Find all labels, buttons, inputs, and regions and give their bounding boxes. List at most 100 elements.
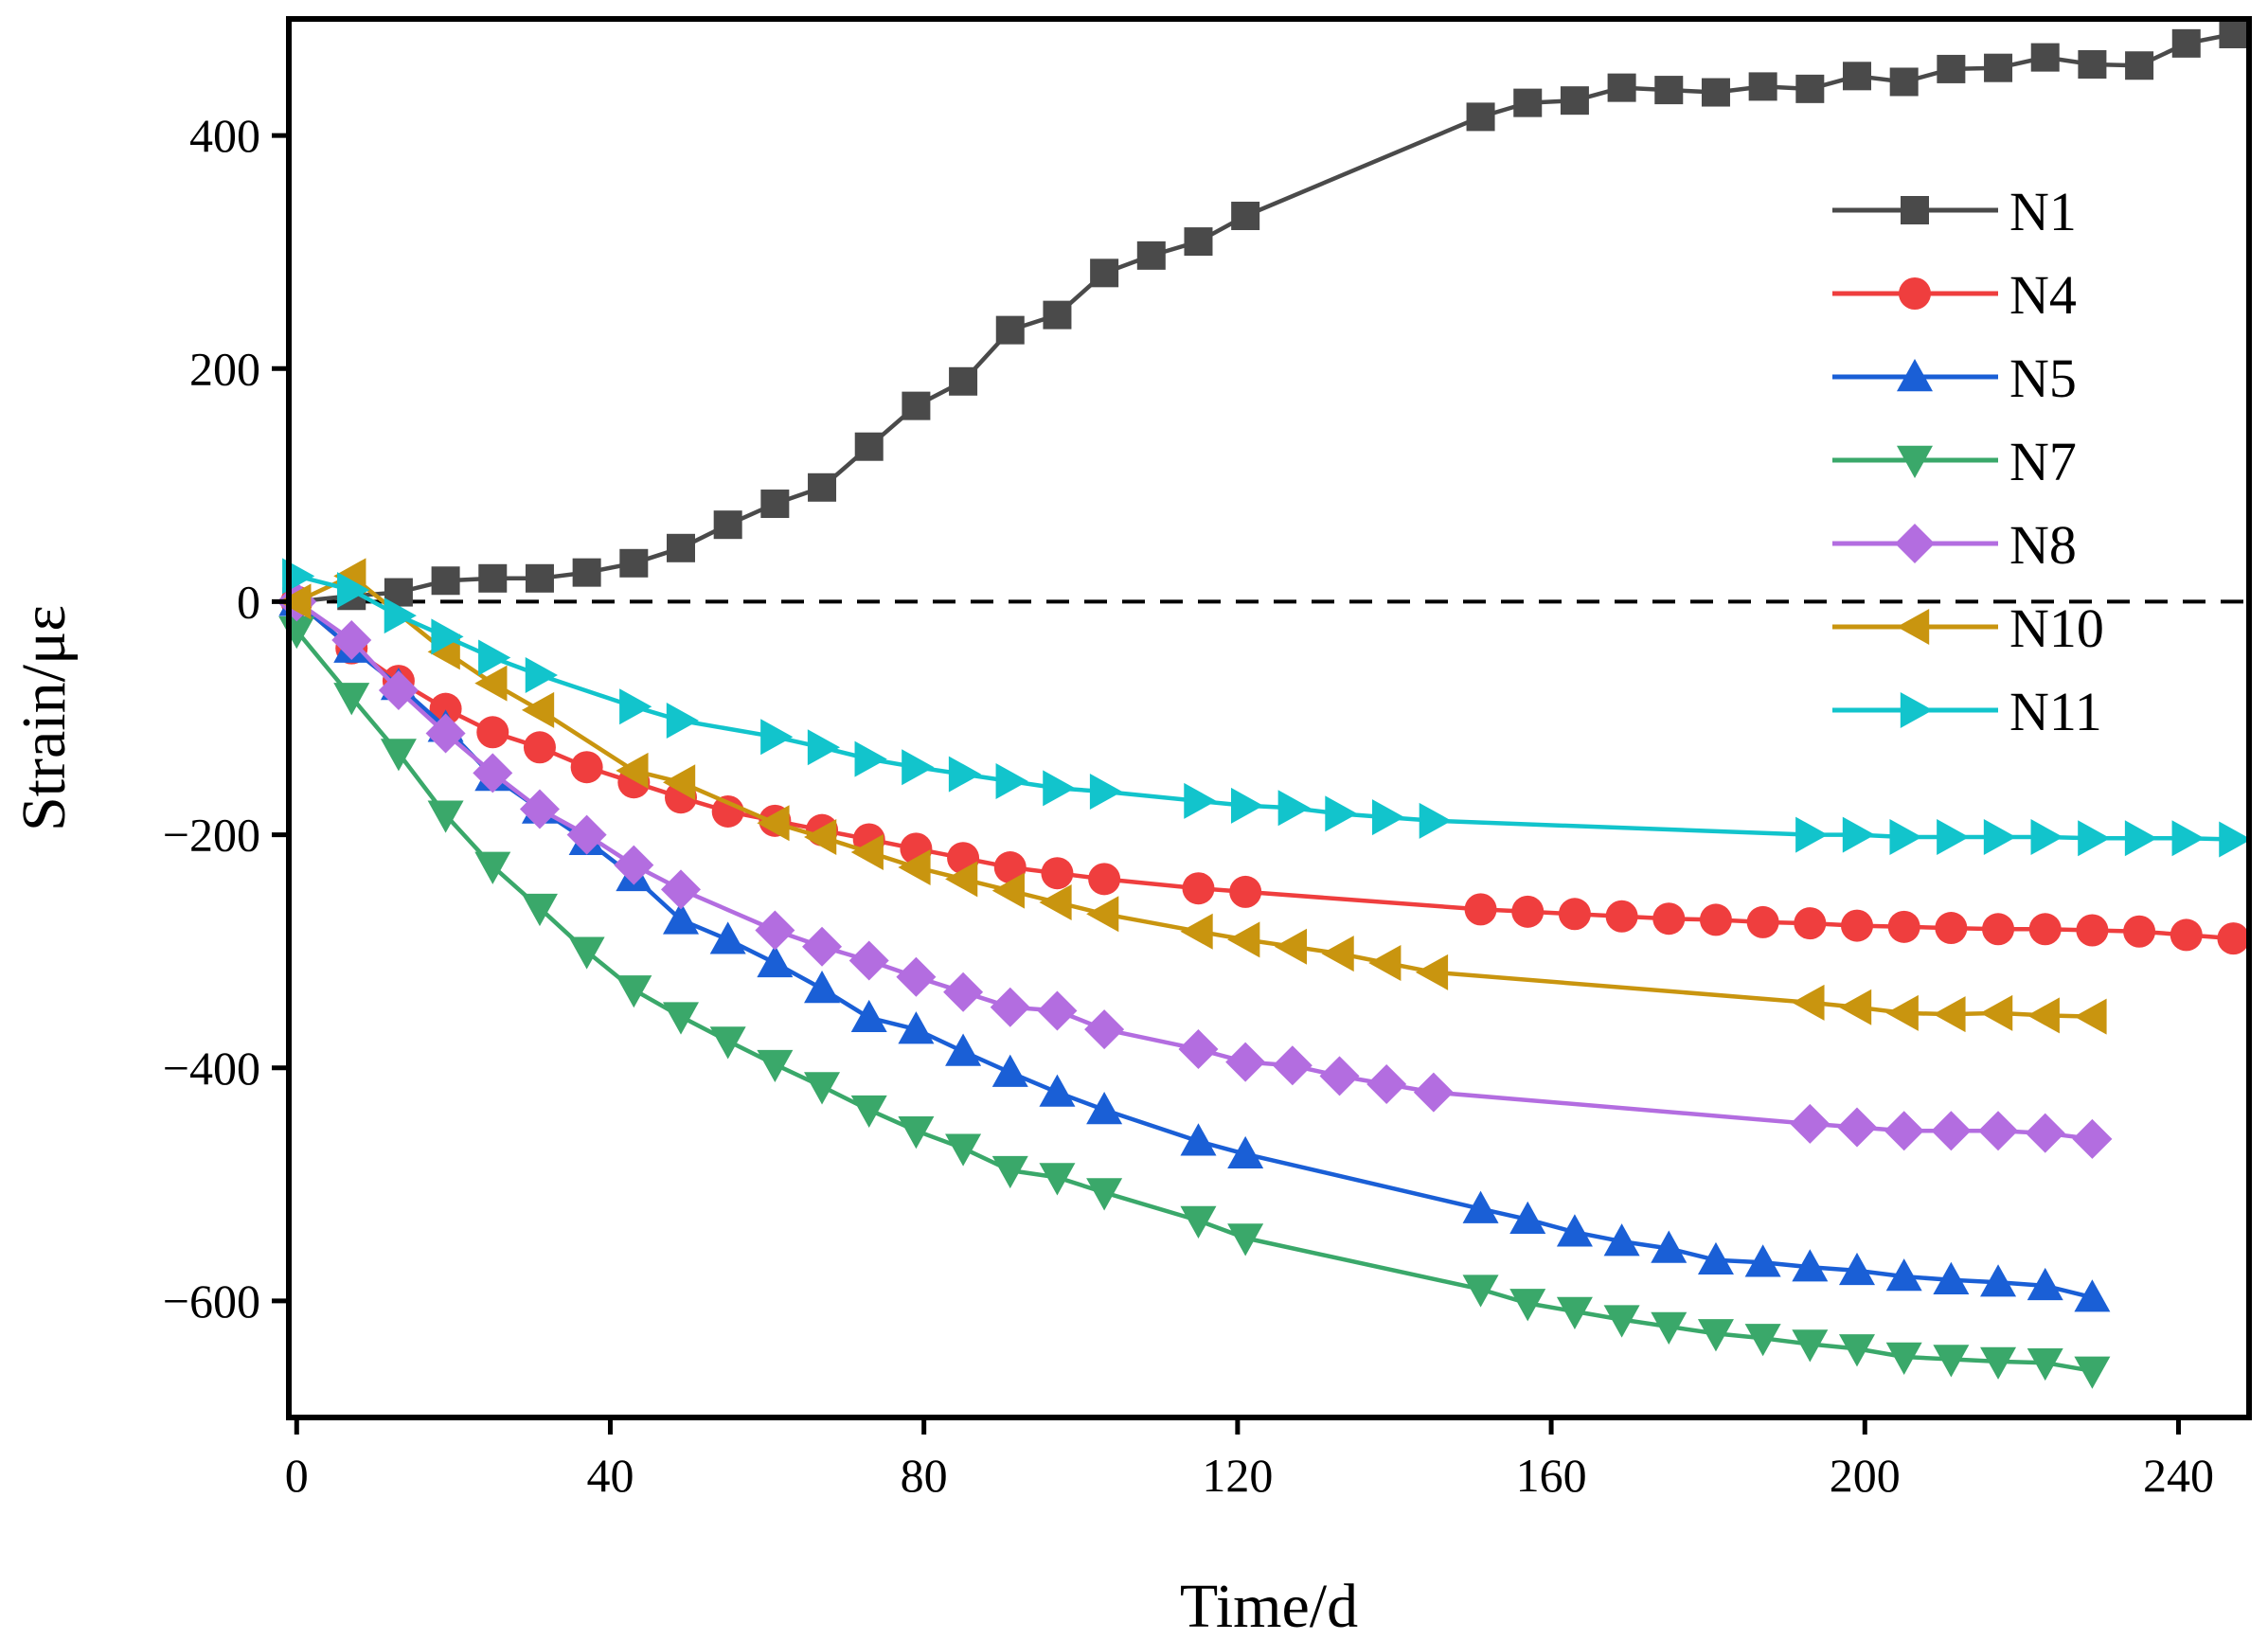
series-n5-point: [1086, 1092, 1123, 1125]
series-n1-point: [1654, 76, 1684, 105]
series-n11-point: [384, 597, 417, 634]
legend-marker-n7: [1897, 445, 1933, 478]
x-tick-label: 160: [1516, 1449, 1587, 1502]
series-n1-point: [902, 391, 931, 420]
series-n7-point: [1180, 1205, 1217, 1239]
series-n11-point: [2030, 819, 2063, 856]
series-n1-point: [1701, 78, 1730, 107]
series-n8-point: [519, 789, 560, 829]
series-n8-point: [1978, 1111, 2019, 1151]
series-n1-point: [1795, 74, 1825, 103]
series-n10-point: [945, 861, 978, 898]
series-n7-point: [1509, 1289, 1546, 1322]
series-n10-point: [1885, 994, 1919, 1031]
series-n8-point: [2072, 1118, 2113, 1159]
series-n1-point: [2030, 43, 2060, 72]
series-n4-point: [993, 851, 1027, 884]
series-n4-point: [1041, 857, 1074, 890]
series-n11-point: [1277, 790, 1311, 827]
x-axis-title: Time/d: [1180, 1572, 1358, 1640]
series-n1-point: [1984, 53, 2013, 82]
x-tick-label: 240: [2143, 1449, 2214, 1502]
series-n4-point: [1794, 907, 1827, 940]
series-n1-point: [1843, 62, 1871, 91]
series-n5-point: [1933, 1261, 1970, 1294]
series-n1-point: [1748, 72, 1777, 101]
y-tick-label: 200: [189, 342, 260, 395]
series-n7-point: [1792, 1329, 1829, 1363]
legend-item-n7: N7: [1832, 431, 2077, 492]
series-n8-point: [1884, 1111, 1924, 1151]
series-n10-point: [1039, 883, 1072, 920]
series-n5-point: [663, 901, 699, 935]
series-n5-point: [804, 971, 841, 1004]
series-n1-point: [478, 563, 508, 593]
series-n5-point: [1556, 1214, 1593, 1247]
series-n11-point: [760, 719, 794, 756]
series-n7-point: [1227, 1223, 1264, 1257]
series-n10-point: [757, 805, 790, 842]
series-n4-point: [1887, 910, 1920, 943]
series-n11-point: [1089, 774, 1123, 811]
series-n7-point: [1933, 1345, 1970, 1378]
series-n10-point: [1792, 984, 1825, 1021]
series-n7-point: [709, 1026, 746, 1060]
series-n5-point: [1651, 1230, 1688, 1263]
series-n8-point: [378, 669, 419, 710]
series-n1-point: [949, 366, 978, 396]
series-n1-point: [1231, 202, 1260, 231]
series-n10-point: [1933, 996, 1966, 1033]
series-n7-point: [945, 1133, 982, 1167]
series-n8: [277, 581, 2113, 1159]
series-n8-point: [1178, 1029, 1219, 1070]
series-n4-point: [1746, 905, 1779, 938]
series-n1-point: [760, 490, 790, 519]
series-n7-point: [804, 1072, 841, 1105]
series-n10-point: [616, 752, 649, 789]
series-n11-point: [619, 688, 652, 725]
series-n1-point: [1466, 102, 1495, 132]
series-n10-point: [2027, 997, 2060, 1034]
series-n5-point: [898, 1011, 935, 1044]
series-n8-point: [990, 987, 1030, 1027]
y-tick-label: 400: [189, 109, 260, 162]
axis-layer: 0 40 80 120 160 200 240 −600 −400 −200 0 200 400: [163, 109, 2214, 1502]
legend-label-n11: N11: [2009, 681, 2102, 742]
x-tick-label: 40: [586, 1449, 634, 1502]
series-n1-point: [1937, 54, 1966, 83]
series-n4-point: [1935, 912, 1968, 945]
series-n7-point: [1980, 1346, 2017, 1380]
series-n11-point: [1983, 819, 2017, 856]
series-n8-point: [943, 972, 984, 1012]
series-n11-point: [1372, 799, 1405, 836]
series-n5-point: [1885, 1258, 1922, 1292]
legend-marker-n10: [1897, 609, 1930, 645]
series-n5-point: [1509, 1201, 1546, 1234]
series-n5-point: [1180, 1123, 1217, 1156]
series-n11-point: [948, 756, 982, 793]
series-n10-point: [521, 691, 555, 728]
series-n1-point: [2219, 20, 2248, 49]
legend-item-n11: N11: [1832, 681, 2102, 742]
series-n4-point: [2028, 913, 2062, 946]
series-n1-point: [1184, 227, 1213, 257]
series-n4-point: [1699, 903, 1732, 936]
series-n11-point: [478, 639, 511, 676]
series-n5-point: [1603, 1223, 1640, 1257]
series-n10-point: [850, 834, 884, 871]
legend-item-n8: N8: [1832, 514, 2077, 576]
series-n7-point: [1462, 1275, 1499, 1308]
series-n7-point: [380, 739, 417, 772]
series-n5-point: [1697, 1241, 1734, 1275]
y-tick-label: −200: [163, 809, 260, 862]
series-n8-point: [425, 713, 466, 754]
series-n11-point: [1889, 819, 1922, 856]
legend-label-n4: N4: [2009, 264, 2077, 326]
series-n7-point: [1885, 1342, 1922, 1375]
series-n4-point: [1182, 872, 1215, 905]
legend-marker-n4: [1899, 277, 1931, 310]
series-n10-point: [1368, 944, 1402, 981]
series-n7-point: [427, 800, 464, 833]
series-n7-point: [616, 975, 652, 1008]
